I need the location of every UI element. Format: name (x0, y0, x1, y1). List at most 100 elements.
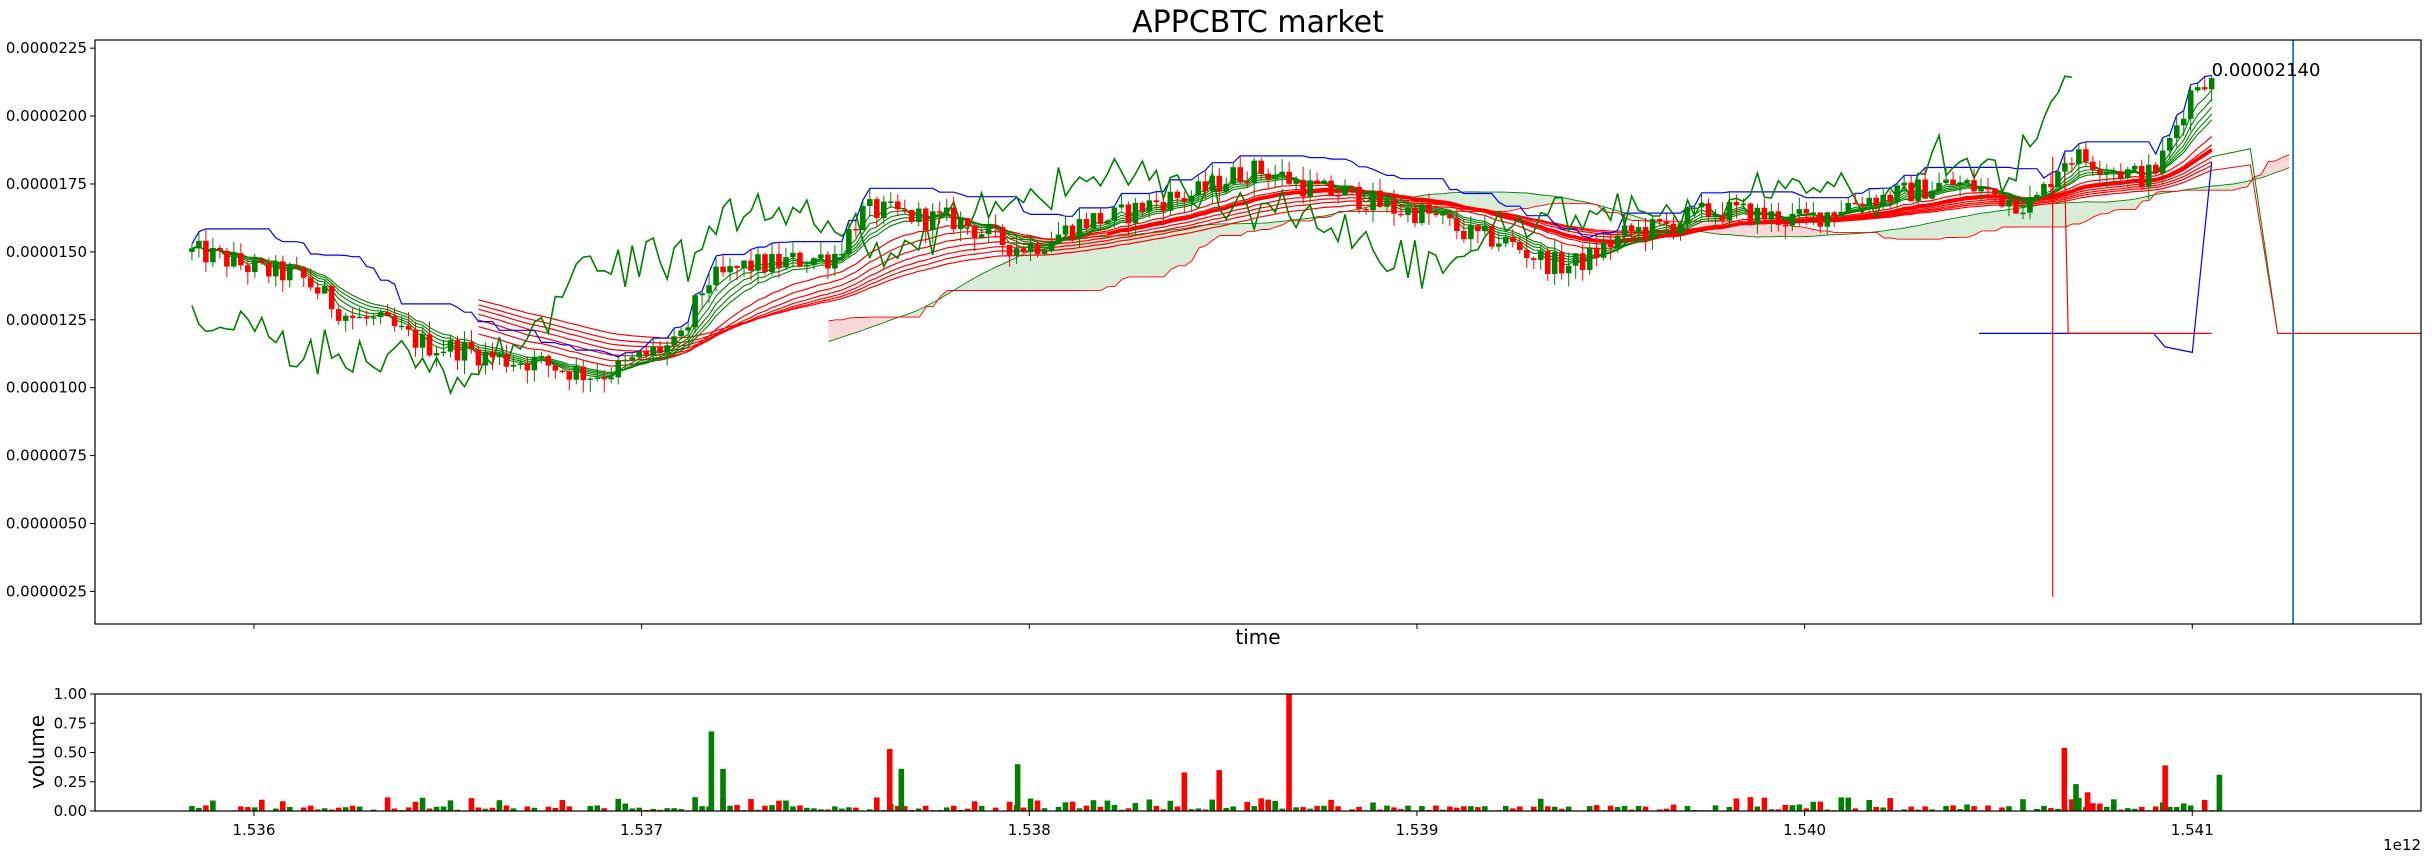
volume-bar (1091, 800, 1097, 811)
volume-bar (1517, 806, 1523, 811)
candle-up (378, 312, 384, 317)
candle-up (1503, 237, 1509, 244)
price-y-tick-label: 0.0000125 (6, 311, 87, 329)
x-tick-label: 1.537 (620, 821, 663, 839)
candle-down (1035, 243, 1041, 254)
candle-up (811, 258, 817, 265)
volume-bar (357, 807, 363, 811)
candle-up (832, 254, 838, 269)
candle-down (895, 201, 901, 209)
volume-bar (1950, 805, 1956, 811)
candle-down (1643, 227, 1649, 239)
cloud-segment (1129, 235, 1136, 277)
volume-spike-bar (2062, 748, 2068, 811)
candle-up (1195, 181, 1201, 195)
candle-down (336, 309, 342, 321)
candle-down (1363, 209, 1369, 211)
candle-down (2083, 149, 2089, 161)
candle-up (1307, 180, 1313, 196)
candle-down (1531, 258, 1537, 260)
volume-spike-bar (1286, 694, 1292, 811)
volume-bar (1748, 797, 1754, 811)
volume-bar (2020, 799, 2026, 811)
candle-down (553, 366, 559, 371)
candle-up (1964, 180, 1970, 182)
volume-bar (1356, 807, 1362, 811)
x-axis-label: time (1235, 625, 1280, 649)
volume-spike-bar (887, 749, 893, 811)
cloud-segment (829, 320, 836, 342)
candle-down (1859, 204, 1865, 206)
candle-down (1182, 198, 1188, 201)
candle-down (350, 316, 356, 318)
candle-down (1517, 242, 1523, 250)
volume-bar (1971, 806, 1977, 811)
candle-up (483, 352, 489, 366)
volume-bar (1755, 807, 1761, 811)
candle-up (650, 347, 656, 355)
volume-bar (727, 806, 733, 811)
candle-down (1258, 161, 1264, 174)
candle-down (329, 286, 335, 309)
candle-up (1929, 191, 1935, 199)
candle-up (1119, 204, 1125, 207)
volume-bar (1608, 806, 1614, 811)
candle-down (2090, 162, 2096, 170)
candle-down (1356, 187, 1362, 209)
candle-up (532, 357, 538, 370)
cloud-segment (2066, 202, 2073, 227)
candle-up (2188, 90, 2194, 118)
candle-down (1671, 224, 1677, 234)
volume-bar (1685, 806, 1691, 811)
candle-up (1293, 180, 1299, 184)
candle-down (525, 364, 531, 371)
candle-down (1154, 200, 1160, 202)
volume-bar (448, 800, 454, 811)
candle-up (2041, 184, 2047, 195)
volume-bar (748, 799, 754, 811)
volume-bar (594, 805, 600, 811)
candle-up (399, 326, 405, 328)
candle-up (692, 295, 698, 327)
candle-down (1070, 226, 1076, 239)
volume-bar (189, 806, 195, 811)
candle-up (1685, 208, 1691, 224)
candle-up (2062, 163, 2068, 171)
candle-down (560, 371, 566, 373)
volume-bar (2006, 806, 2012, 811)
candle-up (434, 353, 440, 356)
cloud-segment (1891, 229, 1898, 239)
volume-bar (1258, 798, 1264, 811)
cloud-segment (1506, 192, 1513, 211)
candle-up (1901, 183, 1907, 186)
candle-up (888, 201, 894, 203)
volume-bar (469, 798, 475, 811)
candle-up (1699, 203, 1705, 207)
candle-up (1496, 244, 1502, 247)
candle-up (706, 285, 712, 293)
candle-up (574, 367, 580, 380)
volume-spike-bar (1216, 770, 1222, 811)
volume-bar (1797, 804, 1803, 811)
candle-up (1049, 243, 1055, 251)
cloud-segment (1982, 212, 1989, 230)
volume-bar (238, 807, 244, 811)
volume-bar (1370, 802, 1376, 811)
candle-down (1776, 211, 1782, 225)
volume-bar (504, 805, 510, 811)
candle-up (1133, 203, 1139, 223)
volume-bar (567, 806, 573, 811)
volume-bar (1811, 802, 1817, 811)
volume-bar (797, 805, 803, 811)
volume-bar (1147, 799, 1153, 811)
volume-bar (769, 805, 775, 811)
volume-bar (308, 806, 314, 811)
price-y-axis: 0.00000250.00000500.00000750.00001000.00… (6, 39, 95, 600)
volume-spike-bar (2162, 765, 2168, 811)
candle-down (1608, 243, 1614, 247)
candle-up (210, 248, 216, 262)
candle-down (455, 340, 461, 360)
cloud-segment (1122, 235, 1129, 279)
candle-down (1664, 222, 1670, 224)
candle-up (1811, 212, 1817, 214)
